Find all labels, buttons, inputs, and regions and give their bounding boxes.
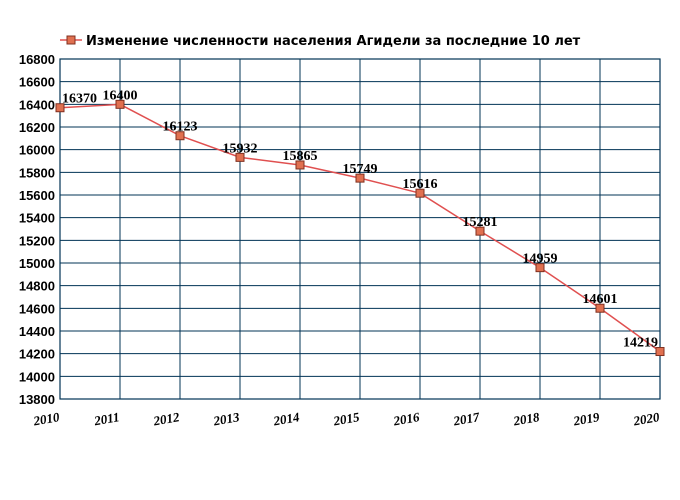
series-markers (55, 99, 665, 357)
data-labels: 16370 16400 16123 15932 15865 15749 15616 15281… (62, 88, 658, 350)
y-tick-label: 13800 (19, 392, 55, 407)
data-point-marker (55, 103, 65, 113)
data-label: 15865 (283, 149, 318, 164)
data-label: 16370 (62, 92, 97, 107)
data-label: 15749 (343, 162, 378, 177)
x-tick-label: 2017 (451, 409, 481, 429)
x-tick-label: 2014 (271, 409, 301, 429)
data-label: 14219 (623, 336, 658, 351)
data-label: 14959 (523, 252, 558, 267)
x-tick-label: 2019 (571, 409, 601, 429)
y-tick-label: 15000 (19, 256, 55, 271)
y-tick-label: 15200 (19, 233, 55, 248)
data-point-marker (475, 226, 485, 236)
legend-marker-swatch (66, 35, 76, 45)
y-tick-label: 16000 (19, 143, 55, 158)
x-axis-ticks: 2010 2011 2012 2013 2014 2015 2016 2017 2018 2019… (31, 409, 661, 429)
data-point-marker (595, 303, 605, 313)
y-tick-label: 16400 (19, 97, 55, 112)
y-tick-label: 16600 (19, 75, 55, 90)
y-tick-label: 14000 (19, 369, 55, 384)
x-tick-label: 2015 (331, 409, 361, 429)
data-point-marker (415, 188, 425, 198)
y-tick-label: 14400 (19, 324, 55, 339)
data-point-marker (175, 131, 185, 141)
y-tick-label: 15800 (19, 165, 55, 180)
grid (59, 58, 661, 400)
y-tick-label: 15400 (19, 211, 55, 226)
y-tick-label: 14800 (19, 279, 55, 294)
y-tick-label: 14600 (19, 301, 55, 316)
x-tick-label: 2011 (92, 409, 121, 428)
x-tick-label: 2018 (511, 409, 541, 429)
data-label: 15616 (403, 177, 438, 192)
x-tick-label: 2020 (631, 409, 661, 429)
plot-frame (59, 58, 661, 400)
data-point-marker (535, 263, 545, 273)
y-tick-label: 15600 (19, 188, 55, 203)
data-point-marker (655, 347, 665, 357)
data-point-marker (295, 160, 305, 170)
legend-label: Изменение численности населения Агидели … (86, 34, 581, 49)
data-label: 15932 (223, 141, 258, 156)
plot-border (59, 58, 661, 400)
x-tick-label: 2013 (211, 409, 241, 429)
x-tick-label: 2016 (391, 409, 421, 429)
data-label: 16123 (163, 120, 198, 135)
data-label: 14601 (583, 292, 618, 307)
y-tick-label: 16800 (19, 52, 55, 67)
y-tick-label: 16200 (19, 120, 55, 135)
data-point-marker (115, 99, 125, 109)
data-label: 16400 (103, 88, 138, 103)
x-tick-label: 2012 (151, 409, 181, 429)
legend: Изменение численности населения Агидели … (60, 34, 581, 49)
data-point-marker (235, 152, 245, 162)
y-tick-label: 14200 (19, 347, 55, 362)
x-tick-label: 2010 (31, 409, 61, 429)
data-point-marker (355, 173, 365, 183)
data-label: 15281 (463, 215, 498, 230)
y-axis-ticks: 16800 16600 16400 16200 16000 15800 15600 15400… (19, 52, 55, 407)
